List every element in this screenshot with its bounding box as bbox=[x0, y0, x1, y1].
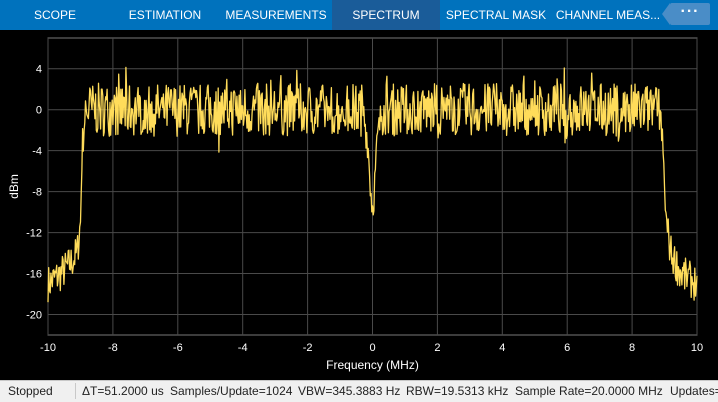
tab-spectrum[interactable]: SPECTRUM bbox=[332, 0, 440, 30]
x-tick-label: -4 bbox=[238, 342, 248, 354]
collapse-arrow-icon bbox=[662, 3, 670, 25]
x-tick-label: 8 bbox=[629, 342, 635, 354]
x-tick-label: 6 bbox=[564, 342, 570, 354]
status-vbw: VBW=345.3883 Hz bbox=[298, 384, 401, 398]
x-tick-label: -6 bbox=[173, 342, 183, 354]
x-tick-label: -8 bbox=[108, 342, 118, 354]
y-tick-label: -12 bbox=[26, 228, 42, 240]
more-options-button[interactable]: ··· bbox=[662, 3, 710, 25]
status-delta-t: ΔT=51.2000 us bbox=[82, 384, 164, 398]
tab-spectral-mask[interactable]: SPECTRAL MASK bbox=[445, 8, 547, 22]
x-tick-label: 4 bbox=[499, 342, 505, 354]
status-updates: Updates= bbox=[670, 384, 718, 398]
status-separator bbox=[75, 383, 76, 399]
ellipsis-icon: ··· bbox=[680, 3, 700, 20]
y-tick-label: 4 bbox=[36, 64, 42, 76]
status-sample-rate: Sample Rate=20.0000 MHz bbox=[515, 384, 663, 398]
y-tick-label: -8 bbox=[32, 187, 42, 199]
tab-channel-measurements[interactable]: CHANNEL MEAS... bbox=[555, 8, 661, 22]
status-state: Stopped bbox=[8, 384, 53, 398]
spectrum-trace bbox=[47, 66, 698, 303]
toolstrip: SCOPE ESTIMATION MEASUREMENTS SPECTRUM S… bbox=[0, 0, 718, 30]
y-axis-label: dBm bbox=[7, 174, 21, 199]
x-tick-label: -2 bbox=[303, 342, 313, 354]
tab-estimation[interactable]: ESTIMATION bbox=[128, 8, 202, 22]
status-rbw: RBW=19.5313 kHz bbox=[406, 384, 509, 398]
y-tick-label: -4 bbox=[32, 146, 42, 158]
spectrum-chart: -10 -8 -6 -4 -2 0 2 4 6 8 1040-4-8-12-16-20Frequen… bbox=[7, 37, 703, 372]
x-axis-label: Frequency (MHz) bbox=[326, 358, 419, 372]
y-tick-label: -20 bbox=[26, 310, 42, 322]
x-tick-label: 2 bbox=[434, 342, 440, 354]
y-tick-label: 0 bbox=[36, 105, 42, 117]
tab-measurements[interactable]: MEASUREMENTS bbox=[225, 8, 327, 22]
spectrum-plot[interactable]: -10 -8 -6 -4 -2 0 2 4 6 8 10 4 0 -4 -8 -12 -16 -20 Frequen… bbox=[0, 30, 718, 380]
x-tick-label: 10 bbox=[691, 342, 703, 354]
x-tick-label: 0 bbox=[369, 342, 375, 354]
tab-scope[interactable]: SCOPE bbox=[33, 8, 76, 22]
y-tick-label: -16 bbox=[26, 269, 42, 281]
status-samples-per-update: Samples/Update=1024 bbox=[170, 384, 293, 398]
x-tick-label: -10 bbox=[40, 342, 56, 354]
status-bar: Stopped ΔT=51.2000 us Samples/Update=102… bbox=[0, 380, 718, 402]
